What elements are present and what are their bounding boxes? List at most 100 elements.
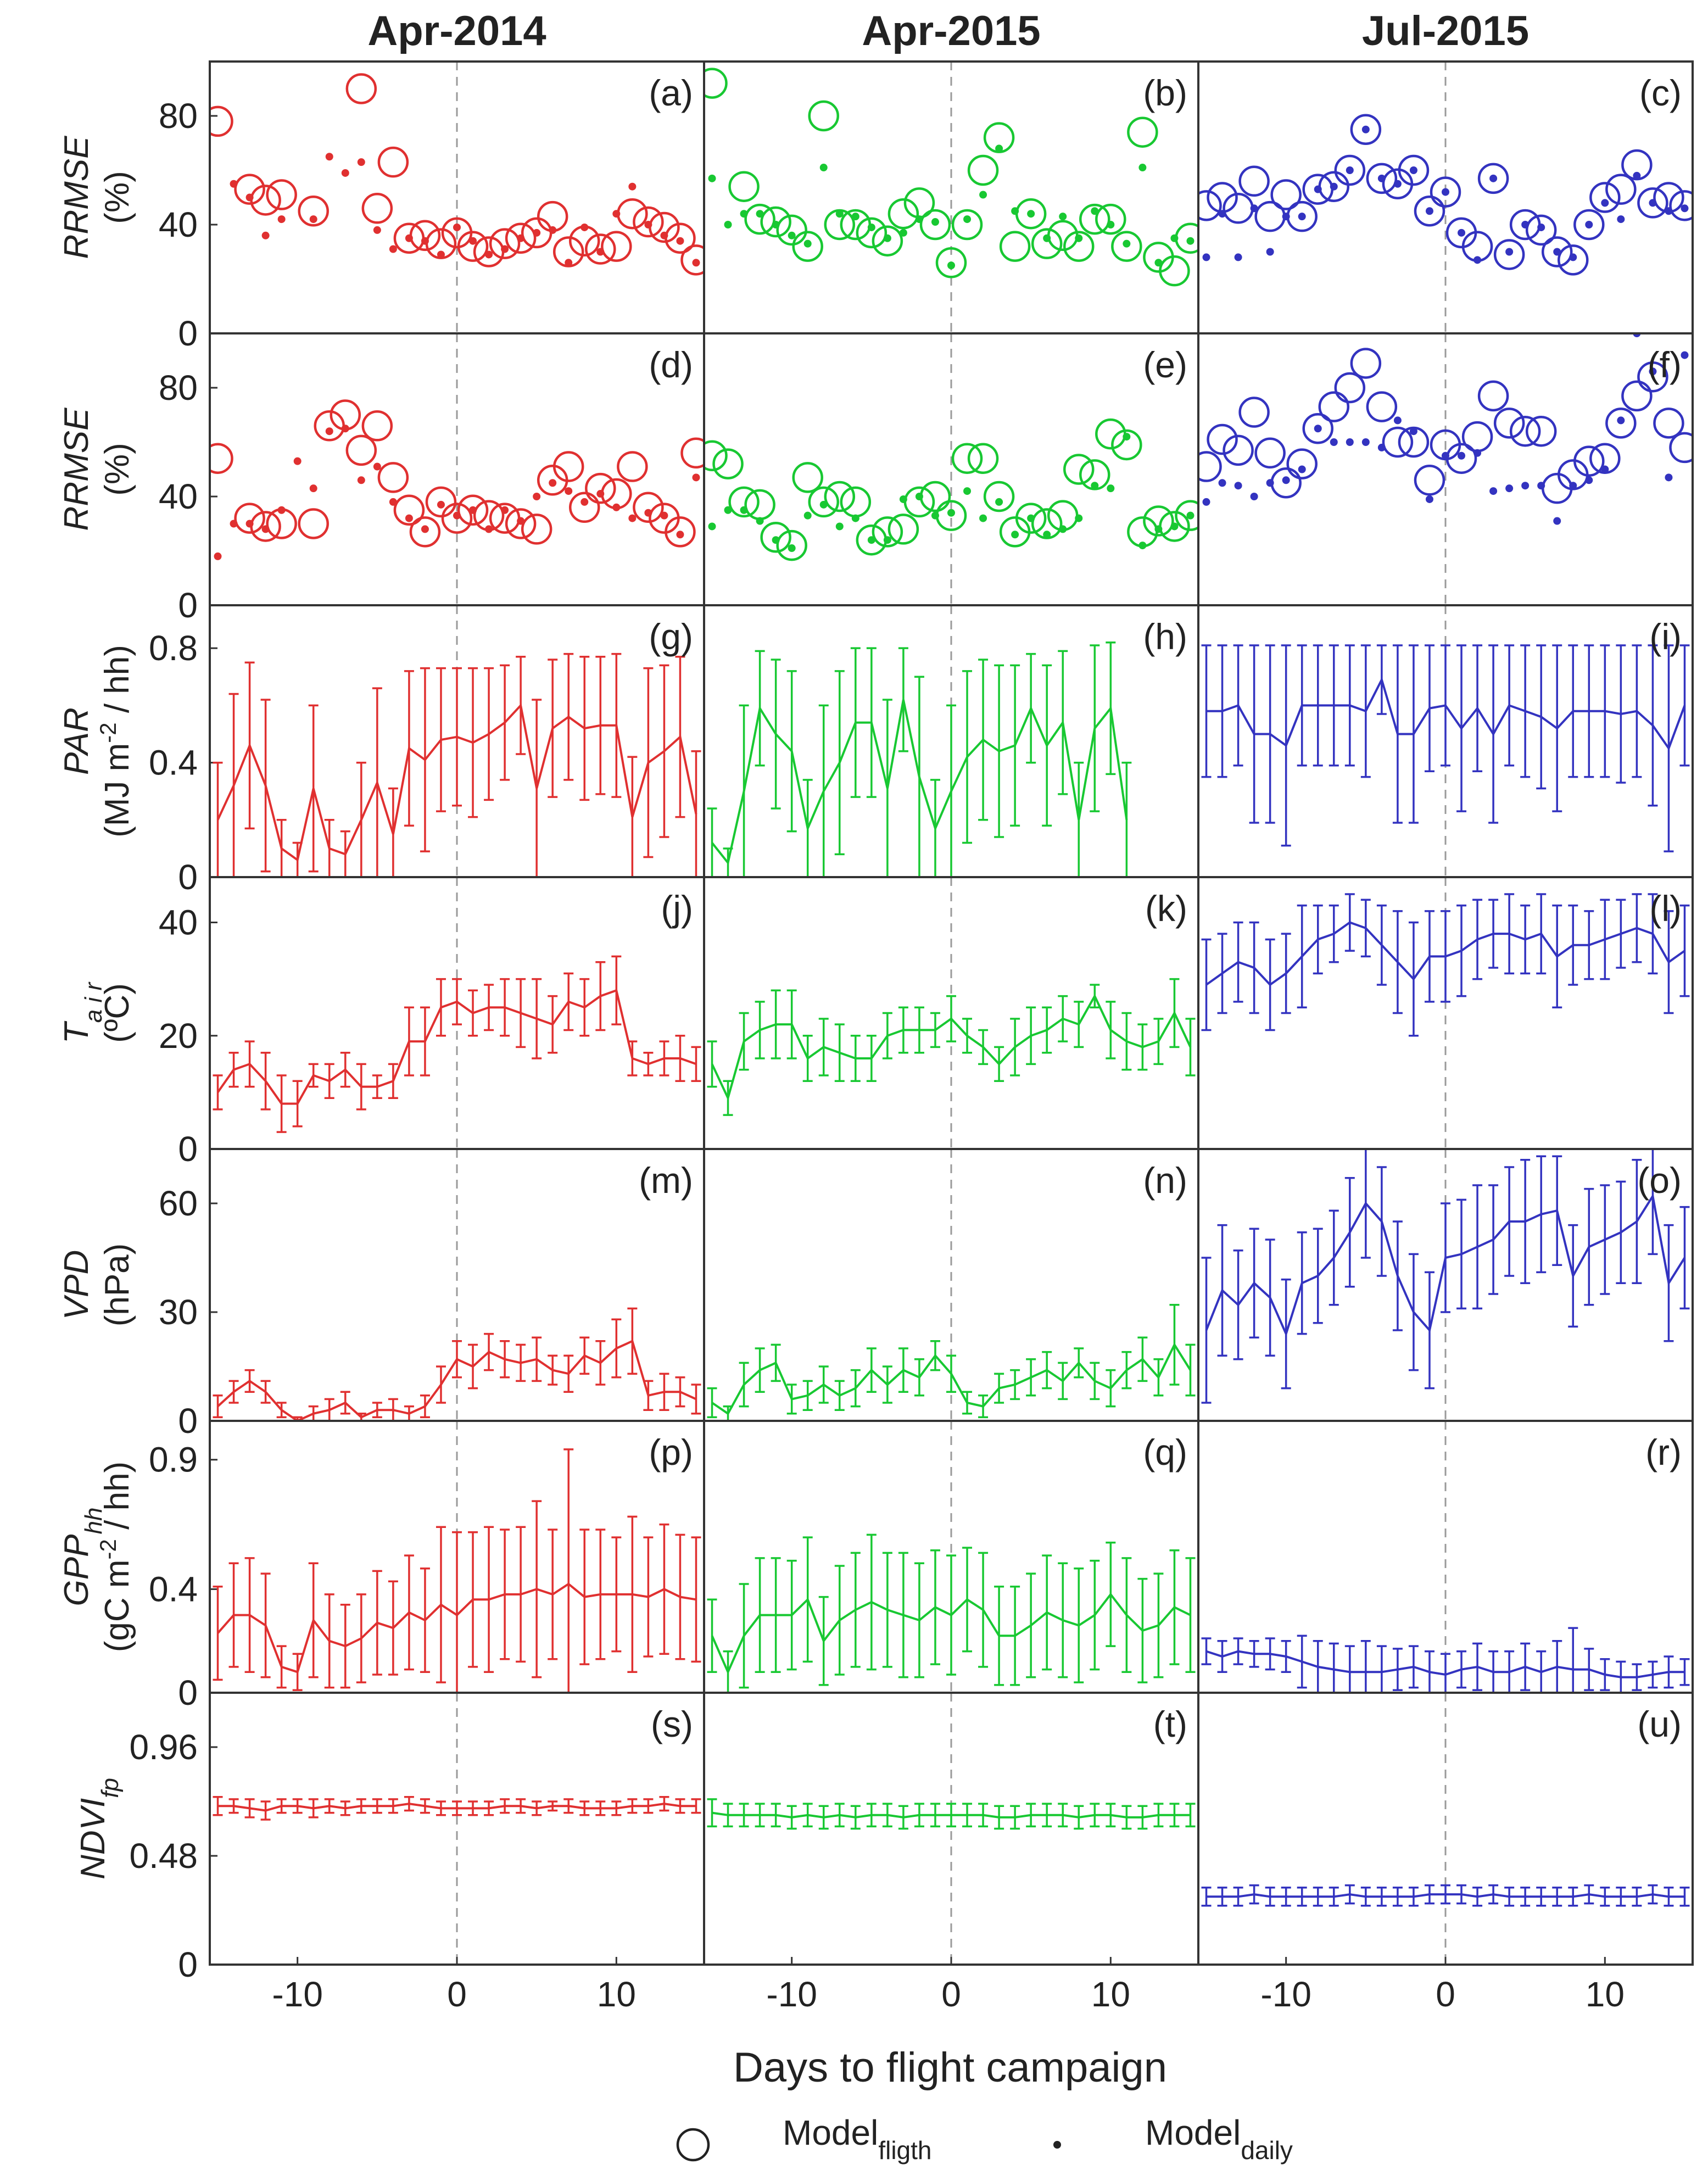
model-flight-point [1159,255,1190,287]
panel-data [707,1304,1196,1421]
panel-label: (s) [651,1704,693,1744]
model-daily-point [1330,182,1338,191]
model-flight-point [967,443,999,474]
y-axis-label-name: RRMSE [58,408,96,531]
mean-line [216,703,697,862]
model-daily-point [1601,199,1609,207]
model-daily-point [1234,482,1242,490]
model-flight-point [728,171,760,202]
y-tick-label: 40 [159,205,198,244]
panel-label: (n) [1143,1160,1187,1201]
y-axis-label: GPPhh(gC m-2 / hh) [58,1462,136,1652]
model-daily-point [1553,248,1561,256]
y-tick-label: 0.48 [129,1836,198,1876]
model-daily-point [819,500,828,509]
model-daily-point [851,213,859,221]
model-daily-point [485,525,493,533]
model-flight-point [792,462,823,493]
model-daily-point [1442,188,1449,196]
model-daily-point [389,498,397,506]
model-daily-point [533,228,541,237]
mean-line [711,994,1192,1101]
y-tick-label: 0 [178,1129,198,1169]
model-daily-point [660,511,668,520]
panel-data [1201,893,1690,1037]
y-axis-label: RRMSE (%) [58,136,136,259]
model-daily-point [1202,498,1210,506]
model-flight-point [1175,500,1198,531]
panel-data [213,1796,701,1821]
model-flight-point [1605,408,1637,439]
model-daily-point [1011,207,1019,215]
model-flight-point [1637,361,1668,393]
model-daily-point [1377,443,1386,451]
y-axis-label-name: PAR [58,707,96,775]
model-daily-point [325,153,333,161]
y-tick-label: 0 [178,857,198,897]
model-daily-point [612,503,621,511]
model-daily-point [1649,367,1657,376]
model-flight-point [361,193,393,224]
model-flight-point [1493,408,1525,439]
model-daily-point [501,506,509,514]
model-flight-point [1334,372,1366,404]
model-flight-point [704,68,728,99]
model-flight-point [1031,228,1063,259]
model-flight-point [824,481,856,512]
x-tick-label: -10 [1260,1974,1311,2014]
y-axis-label-unit: (%) [98,171,136,224]
model-daily-point [835,210,844,218]
model-daily-point [421,525,429,533]
model-flight-point [760,206,791,238]
model-flight-point [1414,196,1445,227]
panel: (h) [703,604,1199,878]
model-daily-point [1298,213,1306,221]
y-tick-label: 20 [159,1016,198,1056]
model-daily-point [724,221,732,228]
model-daily-point [1489,174,1498,182]
model-daily-point [357,158,365,166]
model-flight-point [489,228,521,259]
panel-data [210,73,704,276]
model-daily-point [931,511,939,520]
x-tick-label: 10 [1586,1974,1625,2014]
model-daily-point [581,223,589,231]
model-daily-point [899,228,907,237]
model-daily-point [995,144,1003,153]
y-tick-label: 40 [159,477,198,516]
panel-data [213,1448,701,1693]
model-daily-point [1521,221,1530,228]
model-flight-point [210,443,233,474]
legend-daily-marker [1053,2141,1061,2149]
model-daily-point [867,223,875,231]
mean-line [711,1342,1192,1415]
model-daily-point [628,182,637,191]
panel: (i) [1197,604,1694,878]
panel-label: (h) [1143,616,1187,657]
model-flight-point [1605,174,1637,205]
model-flight-point [361,410,393,442]
model-flight-point [1063,454,1095,485]
model-daily-point [963,215,972,224]
model-daily-point [788,544,796,553]
model-daily-point [1377,174,1386,182]
panel-data [707,978,1196,1116]
model-daily-point [517,517,525,525]
panel-label: (i) [1649,616,1682,657]
panel-data [1198,114,1693,276]
model-flight-point [665,516,696,548]
model-daily-point [1043,531,1051,539]
panel: (o) [1197,1148,1694,1422]
model-flight-point [1366,163,1398,194]
model-daily-point [1458,451,1466,460]
model-flight-point [1493,239,1525,270]
model-daily-point [851,514,859,522]
x-tick-label: 0 [1436,1974,1455,2014]
model-daily-point [517,234,525,242]
panel-label: (q) [1143,1432,1187,1472]
x-tick-label: -10 [766,1974,817,2014]
model-daily-point [1393,180,1402,188]
model-daily-point [405,234,413,242]
model-daily-point [1649,199,1657,207]
model-daily-point [277,215,286,224]
